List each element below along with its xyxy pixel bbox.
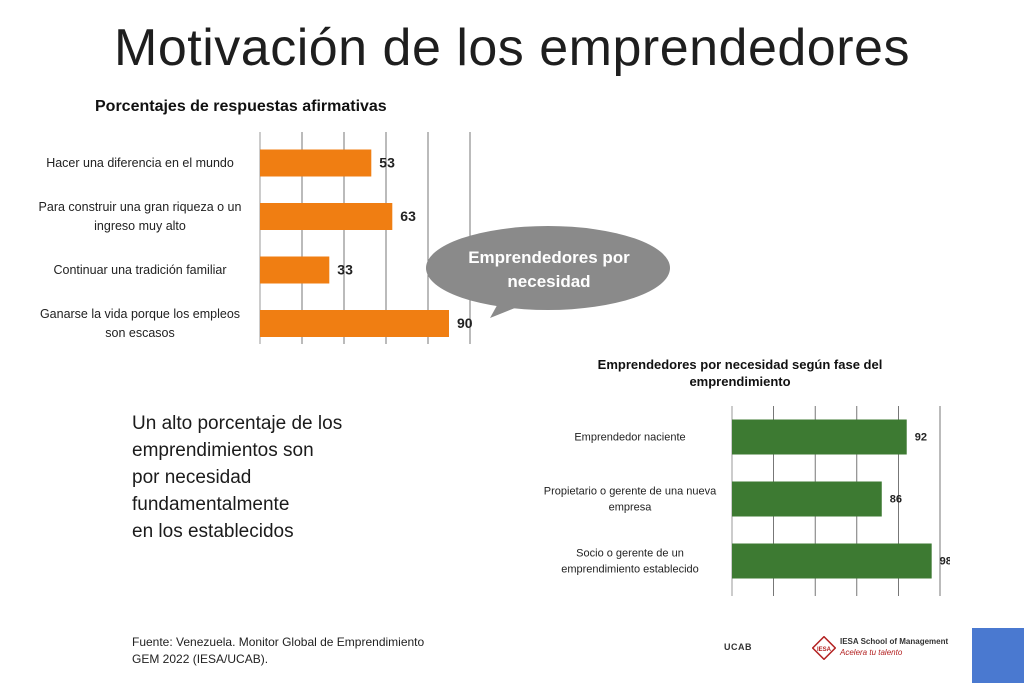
body-text-line: en los establecidos — [132, 521, 294, 542]
body-text: Un alto porcentaje de los emprendimiento… — [132, 410, 342, 545]
callout-ellipse — [426, 226, 670, 310]
category-label: son escasos — [105, 326, 174, 340]
data-label: 63 — [400, 208, 416, 224]
category-label: ingreso muy alto — [94, 219, 186, 233]
source-line: Fuente: Venezuela. Monitor Global de Emp… — [132, 635, 425, 649]
bar — [260, 203, 393, 230]
source-note: Fuente: Venezuela. Monitor Global de Emp… — [132, 634, 424, 668]
corner-accent — [972, 628, 1024, 683]
chart2-title-line: emprendimiento — [689, 374, 791, 389]
iesa-emblem-label: IESA — [817, 647, 832, 653]
iesa-logo-tagline: Acelera tu talento — [840, 648, 903, 657]
category-label: Hacer una diferencia en el mundo — [46, 156, 234, 170]
bar — [732, 419, 907, 455]
category-label: Emprendedor naciente — [574, 432, 685, 444]
body-text-line: por necesidad — [132, 467, 252, 488]
data-label: 53 — [379, 155, 395, 171]
body-text-line: Un alto porcentaje de los — [132, 413, 343, 434]
chart1-svg: 53 Hacer una diferencia en el mundo 63 Para… — [39, 132, 473, 344]
chart2-svg: 92 Emprendedor naciente 86 Propietario o ge… — [544, 406, 950, 596]
body-text-line: emprendimientos son — [132, 440, 314, 461]
ucab-logo: UCAB — [724, 642, 752, 652]
chart2-title-line: Emprendedores por necesidad según fase d… — [597, 357, 883, 372]
data-label: 86 — [890, 494, 902, 506]
category-label: Socio o gerente de un — [576, 548, 684, 560]
callout-bubble — [426, 226, 670, 318]
bar — [732, 481, 882, 517]
slide-title: Motivación de los emprendedores — [114, 19, 910, 77]
bar — [260, 256, 330, 284]
iesa-emblem-icon: IESA — [812, 636, 836, 660]
bar — [260, 149, 372, 177]
category-label: emprendimiento establecido — [561, 564, 699, 576]
category-label: Propietario o gerente de una nueva — [544, 486, 717, 498]
chart1-title: Porcentajes de respuestas afirmativas — [95, 98, 387, 115]
data-label: 92 — [915, 432, 927, 444]
body-text-line: fundamentalmente — [132, 494, 290, 515]
data-label: 33 — [337, 262, 353, 278]
callout-text: Emprendedores por necesidad — [468, 248, 630, 291]
bar — [732, 543, 932, 579]
data-label: 98 — [940, 556, 950, 568]
category-label: Ganarse la vida porque los empleos — [40, 307, 240, 321]
bar — [260, 310, 449, 337]
source-line: GEM 2022 (IESA/UCAB). — [132, 652, 269, 666]
category-label: Para construir una gran riqueza o un — [39, 200, 242, 214]
chart2-title: Emprendedores por necesidad según fase d… — [560, 356, 920, 390]
iesa-logo-name: IESA School of Management — [840, 637, 949, 646]
category-label: empresa — [609, 502, 653, 514]
category-label: Continuar una tradición familiar — [53, 263, 226, 277]
data-label: 90 — [457, 315, 473, 331]
